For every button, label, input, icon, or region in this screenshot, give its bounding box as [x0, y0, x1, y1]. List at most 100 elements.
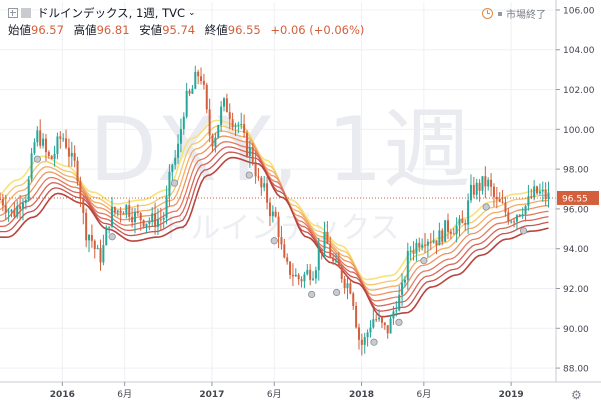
- candle-body: [19, 206, 22, 209]
- event-marker: [245, 171, 253, 179]
- event-marker: [270, 237, 278, 245]
- candle-body: [438, 230, 441, 246]
- candle-body: [245, 132, 248, 157]
- candle-body: [151, 213, 154, 222]
- chevron-down-icon[interactable]: ⌄: [188, 8, 196, 18]
- high-label: 高値: [73, 23, 97, 37]
- candle-body: [524, 205, 527, 215]
- candle-body: [332, 257, 335, 262]
- candle-body: [432, 240, 435, 243]
- candle-body: [274, 211, 277, 217]
- candle-body: [191, 88, 194, 94]
- candle-body: [355, 305, 358, 328]
- watermark-description: ドルインデックス: [160, 211, 399, 246]
- candle-body: [346, 283, 349, 288]
- candle-body: [461, 218, 464, 224]
- candle-body: [303, 274, 306, 282]
- symbol-square-icon: [21, 8, 31, 18]
- candle-body: [421, 244, 424, 248]
- price-tick-label: 98.00: [563, 166, 589, 176]
- candle-body: [498, 199, 501, 202]
- event-marker: [482, 203, 490, 211]
- candle-body: [194, 71, 197, 89]
- candle-body: [277, 216, 280, 238]
- candle-body: [47, 151, 50, 157]
- candle-body: [412, 250, 415, 254]
- candle-body: [220, 106, 223, 125]
- candles: [0, 65, 550, 356]
- candle-body: [33, 142, 36, 154]
- candle-body: [309, 269, 312, 280]
- price-tick-label: 90.00: [563, 325, 589, 335]
- ohlc-row: 始値96.57 高値96.81 安値95.74 終値96.55 +0.06 (+…: [8, 22, 364, 38]
- candle-body: [521, 214, 524, 216]
- candle-body: [65, 138, 68, 148]
- candle-body: [340, 266, 343, 279]
- status-dot-icon: [498, 11, 502, 16]
- candle-body: [168, 171, 171, 197]
- candle-body: [156, 219, 159, 227]
- candle-body: [449, 231, 452, 234]
- candle-body: [179, 129, 182, 144]
- candle-body: [128, 205, 131, 217]
- candle-body: [228, 112, 231, 120]
- candle-body: [487, 179, 490, 187]
- open-label: 始値: [8, 23, 31, 37]
- candle-body: [507, 212, 510, 222]
- candle-body: [426, 241, 429, 246]
- candle-body: [447, 220, 450, 232]
- candle-body: [62, 138, 65, 140]
- expand-icon[interactable]: [8, 8, 18, 18]
- event-marker: [395, 318, 403, 326]
- candle-body: [13, 209, 16, 217]
- candle-body: [16, 206, 19, 217]
- candle-body: [111, 206, 114, 227]
- market-status[interactable]: 市場終了: [482, 6, 546, 21]
- candle-body: [352, 293, 355, 306]
- candle-body: [85, 212, 88, 241]
- candle-body: [82, 198, 85, 213]
- candle-body: [36, 130, 39, 143]
- candle-body: [1, 199, 4, 206]
- candle-body: [380, 317, 383, 323]
- candle-body: [93, 240, 96, 250]
- candle-body: [481, 176, 484, 191]
- candle-body: [395, 310, 398, 312]
- candle-body: [113, 206, 116, 213]
- candle-body: [283, 244, 286, 258]
- candle-body: [266, 183, 269, 203]
- candle-body: [99, 247, 102, 263]
- candle-body: [314, 270, 317, 279]
- candle-body: [271, 211, 274, 217]
- candle-body: [300, 279, 303, 282]
- time-tick-label: 6月: [267, 389, 282, 400]
- candle-body: [349, 283, 352, 294]
- price-tick-label: 100.00: [563, 126, 595, 136]
- price-tick-label: 104.00: [563, 46, 595, 56]
- candle-body: [415, 242, 418, 254]
- candle-body: [53, 153, 56, 159]
- candle-body: [320, 249, 323, 251]
- candle-body: [360, 339, 363, 345]
- candle-body: [39, 130, 42, 146]
- symbol-title[interactable]: ドルインデックス, 1週, TVC: [37, 6, 186, 20]
- candle-body: [398, 294, 401, 311]
- candle-body: [372, 319, 375, 328]
- candle-body: [200, 76, 203, 81]
- gear-icon[interactable]: ⚙: [571, 388, 582, 402]
- ma-line-5: [0, 141, 549, 302]
- price-tick-label: 92.00: [563, 285, 589, 295]
- low-label: 安値: [139, 23, 163, 37]
- price-tick-label: 94.00: [563, 245, 589, 255]
- candle-body: [4, 205, 7, 213]
- candle-body: [478, 182, 481, 191]
- candle-body: [518, 214, 521, 216]
- candle-body: [386, 325, 389, 334]
- candle-body: [131, 216, 134, 223]
- price-tick-label: 88.00: [563, 365, 589, 375]
- candle-body: [234, 125, 237, 128]
- candle-body: [441, 230, 444, 242]
- last-price-label: 96.55: [562, 194, 588, 204]
- candle-body: [217, 124, 220, 138]
